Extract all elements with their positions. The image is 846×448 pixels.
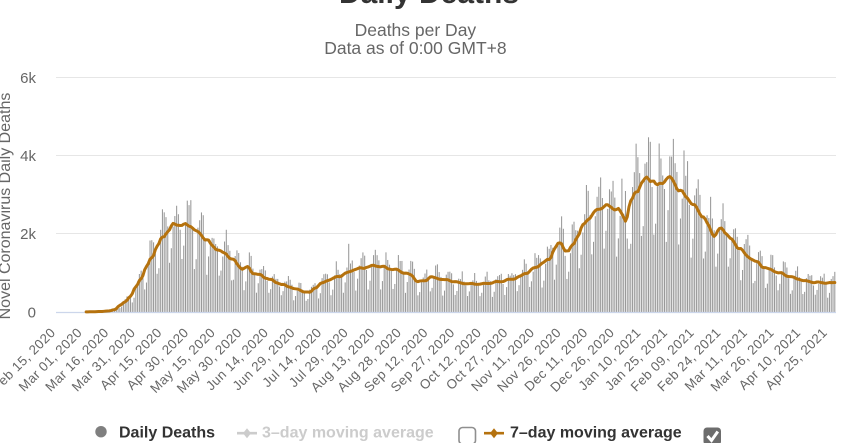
svg-text:7–day moving average: 7–day moving average [510,425,682,442]
svg-text:Data as of 0:00 GMT+8: Data as of 0:00 GMT+8 [324,38,506,58]
svg-text:Daily Deaths: Daily Deaths [119,425,215,442]
svg-text:4k: 4k [20,148,36,165]
svg-text:Deaths per Day: Deaths per Day [355,20,477,40]
svg-text:2k: 2k [20,226,36,243]
svg-text:3–day moving average: 3–day moving average [262,425,434,442]
svg-text:0: 0 [28,304,36,321]
svg-text:Daily Deaths: Daily Deaths [339,0,519,10]
svg-text:6k: 6k [20,70,36,87]
svg-text:Novel Coronavirus Daily Deaths: Novel Coronavirus Daily Deaths [0,93,14,320]
